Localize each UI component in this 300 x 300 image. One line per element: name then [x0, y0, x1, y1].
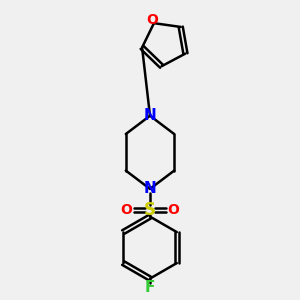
Text: O: O: [121, 203, 132, 217]
Text: O: O: [146, 13, 158, 27]
Text: F: F: [145, 280, 155, 296]
Text: O: O: [168, 203, 179, 217]
Text: N: N: [144, 182, 156, 196]
Text: N: N: [144, 108, 156, 123]
Text: S: S: [144, 201, 156, 219]
